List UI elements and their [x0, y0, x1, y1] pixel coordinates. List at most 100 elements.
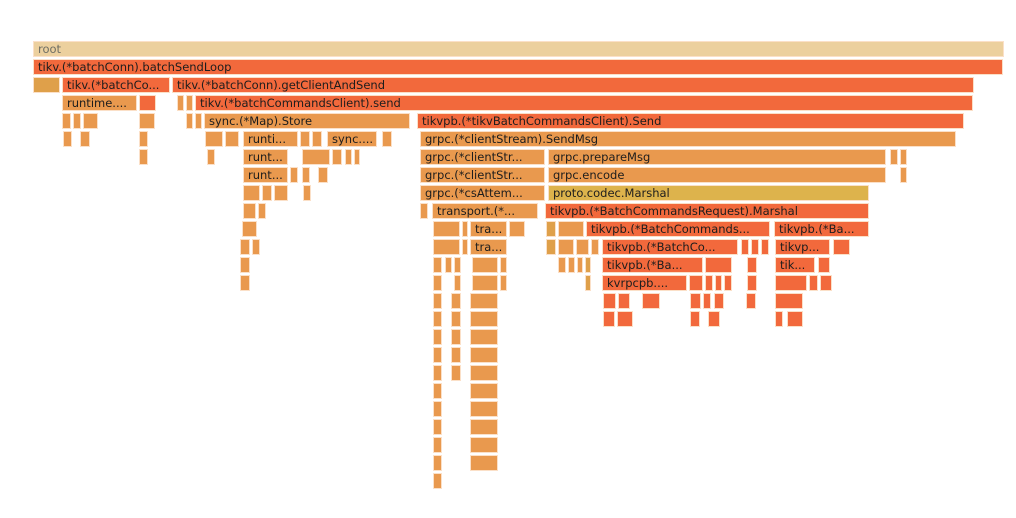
- flame-frame-unlabeled[interactable]: [690, 311, 700, 327]
- flame-frame-unlabeled[interactable]: [177, 95, 184, 111]
- flame-frame-unlabeled[interactable]: [262, 185, 272, 201]
- flame-frame-unlabeled[interactable]: [139, 113, 155, 129]
- flame-frame-unlabeled[interactable]: [568, 257, 575, 273]
- flame-frame-unlabeled[interactable]: [302, 167, 310, 183]
- flame-frame-unlabeled[interactable]: [751, 239, 759, 255]
- flame-frame-unlabeled[interactable]: [747, 275, 757, 291]
- flame-frame-unlabeled[interactable]: [433, 401, 442, 417]
- flame-frame[interactable]: sync....: [327, 131, 377, 147]
- flame-frame-unlabeled[interactable]: [33, 77, 60, 93]
- flame-frame-unlabeled[interactable]: [139, 95, 156, 111]
- flame-frame-unlabeled[interactable]: [470, 365, 498, 381]
- flame-frame-unlabeled[interactable]: [451, 365, 461, 381]
- flame-frame-unlabeled[interactable]: [708, 311, 720, 327]
- flame-frame-unlabeled[interactable]: [470, 347, 498, 363]
- flame-frame[interactable]: tikvpb.(*Ba...: [602, 257, 703, 273]
- flame-frame-unlabeled[interactable]: [225, 131, 239, 147]
- flame-frame-unlabeled[interactable]: [195, 113, 202, 129]
- flame-frame-unlabeled[interactable]: [454, 257, 461, 273]
- flame-frame-unlabeled[interactable]: [591, 239, 599, 255]
- flame-frame-unlabeled[interactable]: [186, 95, 193, 111]
- flame-frame-unlabeled[interactable]: [433, 419, 442, 435]
- flame-frame-unlabeled[interactable]: [775, 275, 807, 291]
- flame-frame-unlabeled[interactable]: [451, 311, 461, 327]
- flame-frame-unlabeled[interactable]: [890, 149, 898, 165]
- flame-frame-unlabeled[interactable]: [470, 455, 498, 471]
- flame-frame-unlabeled[interactable]: [472, 275, 498, 291]
- flame-frame-unlabeled[interactable]: [433, 311, 442, 327]
- flame-frame-unlabeled[interactable]: [724, 275, 732, 291]
- flame-frame-unlabeled[interactable]: [433, 455, 442, 471]
- flame-frame-unlabeled[interactable]: [576, 239, 589, 255]
- flame-frame-unlabeled[interactable]: [332, 149, 342, 165]
- flame-frame-unlabeled[interactable]: [690, 293, 701, 309]
- flame-frame-unlabeled[interactable]: [617, 311, 633, 327]
- flame-frame-unlabeled[interactable]: [433, 383, 442, 399]
- flame-frame-unlabeled[interactable]: [900, 149, 907, 165]
- flame-frame-unlabeled[interactable]: [715, 275, 722, 291]
- flame-frame-unlabeled[interactable]: [63, 131, 72, 147]
- flame-frame-unlabeled[interactable]: [470, 437, 498, 453]
- flame-frame-unlabeled[interactable]: [775, 311, 783, 327]
- flame-frame-unlabeled[interactable]: [546, 221, 556, 237]
- flame-frame-unlabeled[interactable]: [470, 383, 498, 399]
- flame-frame-unlabeled[interactable]: [354, 149, 360, 165]
- flame-frame-unlabeled[interactable]: [454, 275, 461, 291]
- flame-frame[interactable]: grpc.encode: [548, 167, 886, 183]
- flame-frame-unlabeled[interactable]: [585, 257, 591, 273]
- flame-frame-unlabeled[interactable]: [818, 257, 830, 273]
- flame-frame-unlabeled[interactable]: [290, 167, 298, 183]
- flame-frame[interactable]: runt...: [243, 167, 288, 183]
- flame-frame[interactable]: grpc.(*clientStr...: [420, 167, 545, 183]
- flame-frame-unlabeled[interactable]: [303, 185, 311, 201]
- flame-frame[interactable]: tra...: [470, 239, 507, 255]
- flame-frame[interactable]: tikv.(*batchConn).batchSendLoop: [33, 59, 1003, 75]
- flame-frame-unlabeled[interactable]: [747, 257, 757, 273]
- flame-frame-unlabeled[interactable]: [433, 257, 442, 273]
- flame-frame-unlabeled[interactable]: [451, 347, 461, 363]
- flame-frame-unlabeled[interactable]: [433, 221, 460, 237]
- flame-frame-unlabeled[interactable]: [302, 149, 330, 165]
- flame-frame-unlabeled[interactable]: [603, 311, 615, 327]
- flame-frame-unlabeled[interactable]: [300, 131, 310, 147]
- flame-frame-unlabeled[interactable]: [445, 257, 452, 273]
- flame-frame-unlabeled[interactable]: [139, 131, 148, 147]
- flame-frame[interactable]: tikvpb.(*BatchCommands...: [586, 221, 770, 237]
- flame-frame-unlabeled[interactable]: [433, 239, 460, 255]
- flame-frame[interactable]: tik...: [775, 257, 815, 273]
- flame-frame-unlabeled[interactable]: [462, 221, 468, 237]
- flame-frame-unlabeled[interactable]: [62, 113, 71, 129]
- flame-frame-unlabeled[interactable]: [761, 239, 769, 255]
- flame-frame-unlabeled[interactable]: [83, 113, 98, 129]
- flame-frame-unlabeled[interactable]: [558, 239, 574, 255]
- flame-frame-unlabeled[interactable]: [312, 131, 322, 147]
- flame-frame-unlabeled[interactable]: [577, 257, 583, 273]
- flame-frame-unlabeled[interactable]: [433, 365, 442, 381]
- flame-frame[interactable]: grpc.(*csAttem...: [420, 185, 545, 201]
- flame-frame-unlabeled[interactable]: [80, 131, 90, 147]
- flame-frame-unlabeled[interactable]: [603, 293, 616, 309]
- flame-frame-unlabeled[interactable]: [746, 293, 756, 309]
- flame-frame[interactable]: kvrpcpb....: [602, 275, 687, 291]
- flame-frame-unlabeled[interactable]: [470, 329, 498, 345]
- flame-frame-unlabeled[interactable]: [433, 437, 442, 453]
- flame-frame[interactable]: transport.(*...: [432, 203, 538, 219]
- flame-frame-unlabeled[interactable]: [242, 221, 257, 237]
- flame-frame-unlabeled[interactable]: [900, 167, 907, 183]
- flame-frame-unlabeled[interactable]: [433, 347, 442, 363]
- flame-frame[interactable]: tikvp...: [775, 239, 830, 255]
- flame-frame-unlabeled[interactable]: [420, 203, 428, 219]
- flame-frame[interactable]: sync.(*Map).Store: [204, 113, 410, 129]
- flame-frame-unlabeled[interactable]: [318, 167, 328, 183]
- flame-frame[interactable]: tikvpb.(*Ba...: [774, 221, 869, 237]
- flame-frame-unlabeled[interactable]: [809, 275, 818, 291]
- flame-frame[interactable]: tra...: [470, 221, 507, 237]
- flame-frame-unlabeled[interactable]: [345, 149, 352, 165]
- flame-frame[interactable]: tikvpb.(*BatchCo...: [602, 239, 738, 255]
- flame-frame-unlabeled[interactable]: [433, 293, 442, 309]
- flame-frame-unlabeled[interactable]: [509, 221, 525, 237]
- flame-frame[interactable]: runti...: [243, 131, 298, 147]
- flame-frame[interactable]: tikvpb.(*BatchCommandsRequest).Marshal: [545, 203, 869, 219]
- flame-frame-unlabeled[interactable]: [451, 329, 461, 345]
- flame-frame[interactable]: runtime....: [62, 95, 137, 111]
